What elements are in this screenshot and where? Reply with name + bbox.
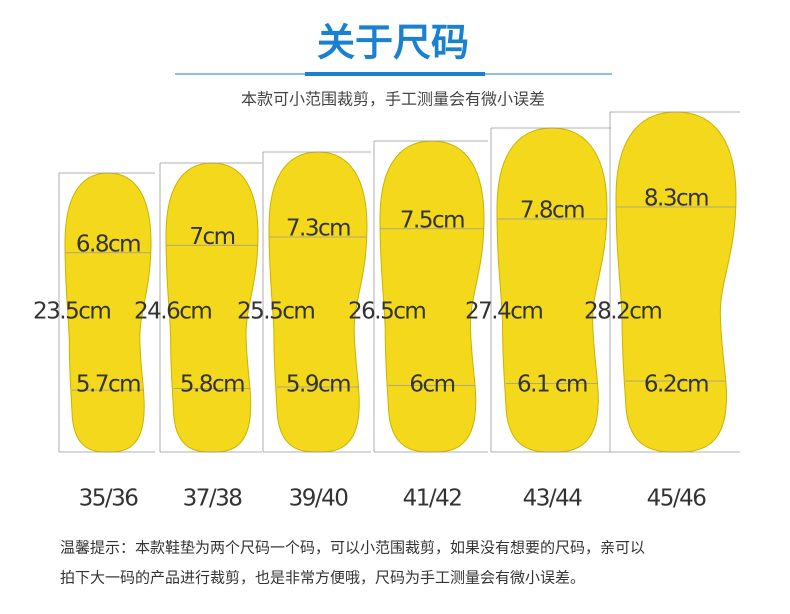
forefoot-width: 6.8cm bbox=[76, 231, 140, 257]
size: 39/40 bbox=[289, 486, 349, 512]
length: 25.5cm bbox=[237, 299, 314, 325]
note-line: 温馨提示：本款鞋垫为两个尺码一个码，可以小范围裁剪，如果没有想要的尺码，亲可以 bbox=[60, 539, 645, 557]
insole bbox=[496, 127, 608, 453]
size: 43/44 bbox=[523, 486, 583, 512]
heel-width: 5.7cm bbox=[76, 372, 140, 398]
note-line: 拍下大一码的产品进行裁剪，也是非常方便哦，尺码为手工测量会有微小误差。 bbox=[60, 569, 585, 587]
heel-width: 6.1 cm bbox=[517, 372, 587, 398]
length: 26.5cm bbox=[348, 299, 425, 325]
divider-accent bbox=[305, 72, 485, 76]
title: 关于尺码 bbox=[317, 21, 469, 65]
length: 24.6cm bbox=[134, 299, 211, 325]
size: 41/42 bbox=[403, 486, 462, 512]
heel-width: 5.8cm bbox=[180, 372, 244, 398]
subtitle: 本款可小范围裁剪，手工测量会有微小误差 bbox=[241, 90, 545, 109]
length: 28.2cm bbox=[584, 299, 661, 325]
heel-width: 6.2cm bbox=[644, 372, 708, 398]
length: 27.4cm bbox=[465, 299, 542, 325]
forefoot-width: 8.3cm bbox=[644, 186, 708, 212]
forefoot-width: 7.5cm bbox=[400, 207, 464, 233]
length: 23.5cm bbox=[33, 299, 110, 325]
insoles: 6.8cm 23.5cm 5.7cm 35/36 7cm 24.6cm 5.8cm 37/38… bbox=[33, 111, 740, 512]
forefoot-width: 7.3cm bbox=[286, 216, 350, 242]
size: 45/46 bbox=[647, 486, 707, 512]
forefoot-width: 7cm bbox=[189, 224, 234, 250]
size: 35/36 bbox=[79, 486, 139, 512]
heel-width: 5.9cm bbox=[286, 372, 350, 398]
insole bbox=[379, 140, 485, 453]
size: 37/38 bbox=[183, 486, 243, 512]
heel-width: 6cm bbox=[409, 372, 454, 398]
insole bbox=[615, 111, 737, 453]
forefoot-width: 7.8cm bbox=[520, 198, 584, 224]
